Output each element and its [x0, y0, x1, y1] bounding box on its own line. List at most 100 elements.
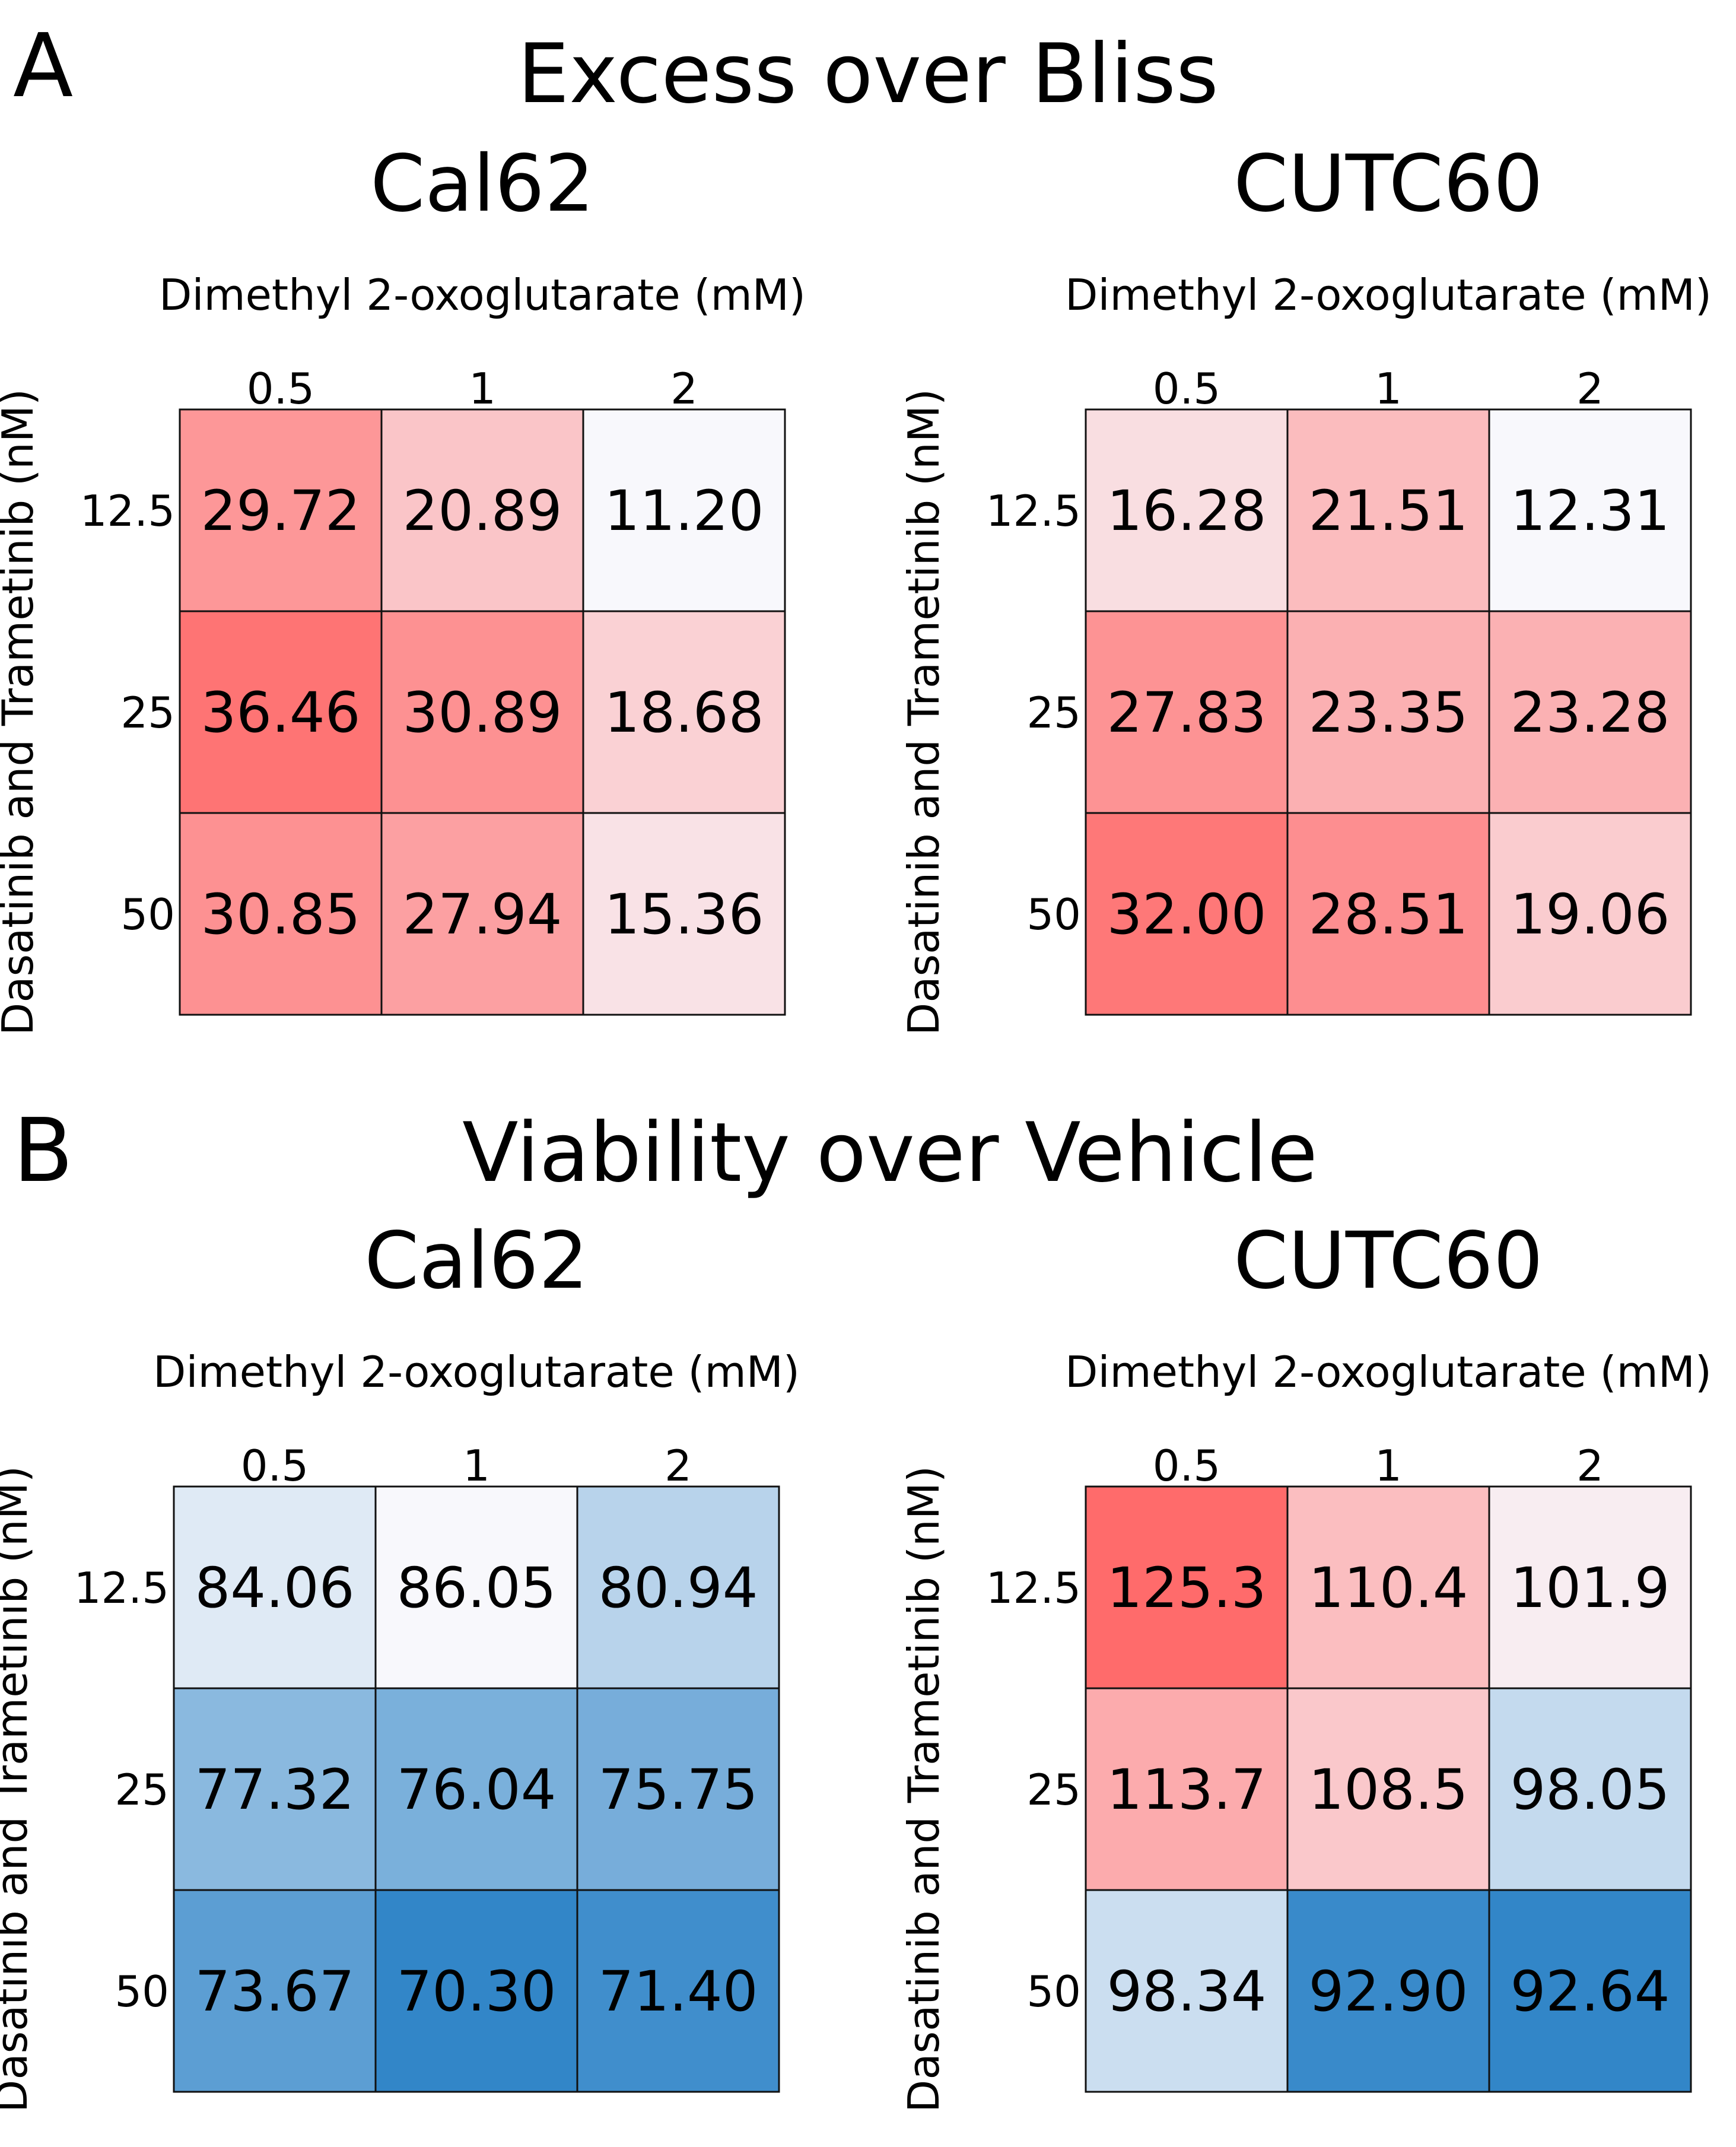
- heatmap-cell: [1085, 1687, 1289, 1891]
- x-tick-label: 1: [463, 1441, 490, 1491]
- y-tick-label: 12.5: [80, 486, 175, 536]
- cell-value-label: 71.40: [598, 1959, 758, 2024]
- panel-letter-a: A: [13, 15, 73, 117]
- cell-value-label: 21.51: [1308, 479, 1468, 544]
- heatmap-cell: [582, 610, 786, 814]
- chart-title: Cal62: [370, 138, 594, 230]
- heatmap-cell: [1286, 1485, 1490, 1689]
- cell-value-label: 30.89: [402, 681, 562, 745]
- y-tick-label: 50: [120, 890, 175, 939]
- heatmap-cell: [179, 610, 383, 814]
- cell-value-label: 27.94: [402, 882, 562, 947]
- cell-value-label: 110.4: [1308, 1556, 1468, 1621]
- heatmap-b-cal62: Cal62 Dimethyl 2-oxoglutarate (mM) 0.5 1 2 12…: [0, 1215, 800, 2113]
- y-tick-label: 12.5: [74, 1563, 169, 1613]
- heatmap-cell: [1488, 812, 1692, 1016]
- cell-value-label: 29.72: [201, 479, 360, 544]
- x-axis-label: Dimethyl 2-oxoglutarate (mM): [1065, 1347, 1712, 1397]
- heatmap-cell: [173, 1485, 377, 1689]
- cell-value-label: 36.46: [201, 681, 360, 745]
- heatmap-cell: [1085, 812, 1289, 1016]
- x-tick-label: 1: [1375, 364, 1402, 414]
- y-axis-label: Dasatinib and Trametinib (nM): [0, 1466, 37, 2113]
- x-tick-label: 2: [670, 364, 698, 414]
- y-tick-label: 12.5: [986, 486, 1081, 536]
- cell-value-label: 16.28: [1107, 479, 1266, 544]
- cell-value-label: 113.7: [1107, 1758, 1266, 1822]
- x-tick-label: 0.5: [1153, 1441, 1221, 1491]
- cell-value-label: 98.05: [1510, 1758, 1670, 1822]
- y-tick-label: 25: [1026, 1765, 1081, 1815]
- chart-title: CUTC60: [1233, 1215, 1543, 1307]
- x-tick-label: 0.5: [1153, 364, 1221, 414]
- cell-value-label: 23.35: [1308, 681, 1468, 745]
- cell-value-label: 19.06: [1510, 882, 1670, 947]
- y-tick-label: 12.5: [986, 1563, 1081, 1613]
- cell-value-label: 77.32: [195, 1758, 354, 1822]
- panel-letter-b: B: [13, 1100, 74, 1202]
- y-tick-label: 25: [1026, 688, 1081, 738]
- x-tick-label: 0.5: [247, 364, 315, 414]
- heatmap-cell: [1085, 1889, 1289, 2093]
- x-tick-label: 2: [664, 1441, 692, 1491]
- cell-value-label: 98.34: [1107, 1959, 1266, 2024]
- cell-value-label: 23.28: [1510, 681, 1670, 745]
- x-tick-label: 1: [1375, 1441, 1402, 1491]
- x-axis-label: Dimethyl 2-oxoglutarate (mM): [153, 1347, 800, 1397]
- cell-value-label: 15.36: [604, 882, 764, 947]
- x-tick-label: 2: [1576, 1441, 1604, 1491]
- y-axis-label: Dasatinib and Trametinib (nM): [899, 389, 949, 1036]
- y-axis-label: Dasatinib and Trametinib (nM): [0, 389, 43, 1036]
- y-tick-label: 50: [115, 1967, 169, 2016]
- cell-value-label: 84.06: [195, 1556, 354, 1621]
- heatmap-cell: [374, 1889, 578, 2093]
- cell-value-label: 18.68: [604, 681, 764, 745]
- heatmap-cell: [1286, 610, 1490, 814]
- heatmap-cell: [1286, 1687, 1490, 1891]
- heatmap-cell: [1488, 1687, 1692, 1891]
- cell-value-label: 12.31: [1510, 479, 1670, 544]
- heatmap-cell: [1286, 1889, 1490, 2093]
- y-tick-label: 25: [120, 688, 175, 738]
- cell-value-label: 92.90: [1308, 1959, 1468, 2024]
- heatmap-cell: [173, 1889, 377, 2093]
- cell-value-label: 101.9: [1510, 1556, 1670, 1621]
- heatmap-cell: [1488, 1485, 1692, 1689]
- cell-value-label: 75.75: [598, 1758, 758, 1822]
- heatmap-cell: [1488, 1889, 1692, 2093]
- heatmap-cell: [582, 812, 786, 1016]
- cell-value-label: 28.51: [1308, 882, 1468, 947]
- cell-value-label: 27.83: [1107, 681, 1266, 745]
- x-tick-label: 1: [469, 364, 496, 414]
- heatmap-a-cal62: Cal62 Dimethyl 2-oxoglutarate (mM) 0.5 1 2 12…: [0, 138, 806, 1036]
- x-tick-label: 0.5: [241, 1441, 309, 1491]
- heatmap-cell: [582, 408, 786, 612]
- heatmap-cell: [380, 812, 584, 1016]
- cell-value-label: 70.30: [396, 1959, 556, 2024]
- panel-title-a: Excess over Bliss: [517, 26, 1219, 122]
- heatmap-cell: [1085, 610, 1289, 814]
- cell-value-label: 92.64: [1510, 1959, 1670, 2024]
- x-axis-label: Dimethyl 2-oxoglutarate (mM): [1065, 270, 1712, 320]
- x-axis-label: Dimethyl 2-oxoglutarate (mM): [159, 270, 806, 320]
- y-tick-label: 25: [115, 1765, 169, 1815]
- cell-value-label: 11.20: [604, 479, 764, 544]
- heatmap-cell: [1286, 812, 1490, 1016]
- heatmap-cell: [173, 1687, 377, 1891]
- heatmap-cell: [380, 610, 584, 814]
- cell-value-label: 73.67: [195, 1959, 354, 2024]
- chart-title: Cal62: [364, 1215, 589, 1307]
- heatmap-cell: [576, 1485, 780, 1689]
- cell-value-label: 86.05: [396, 1556, 556, 1621]
- heatmap-b-cutc60: CUTC60 Dimethyl 2-oxoglutarate (mM) 0.5 1 2 1…: [899, 1215, 1712, 2113]
- cell-value-label: 80.94: [598, 1556, 758, 1621]
- x-tick-label: 2: [1576, 364, 1604, 414]
- cell-value-label: 30.85: [201, 882, 360, 947]
- y-tick-label: 50: [1026, 1967, 1081, 2016]
- panel-title-b: Viability over Vehicle: [462, 1105, 1318, 1200]
- cell-value-label: 108.5: [1308, 1758, 1468, 1822]
- cell-value-label: 76.04: [396, 1758, 556, 1822]
- heatmap-cell: [1488, 408, 1692, 612]
